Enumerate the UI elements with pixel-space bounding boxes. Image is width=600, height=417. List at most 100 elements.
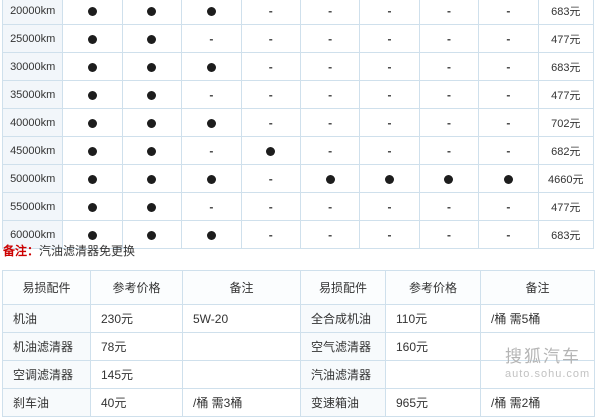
part-name-cell: 汽油滤清器 — [300, 360, 386, 389]
service-dot-icon — [147, 174, 157, 184]
parts-table: 易损配件 参考价格 备注 易损配件 参考价格 备注 机油 230元 5W-20 全合成… — [2, 270, 595, 417]
service-dot-icon — [266, 146, 276, 156]
service-cell — [418, 164, 480, 193]
service-cell: - — [359, 192, 420, 221]
header-remark: 备注 — [480, 270, 595, 305]
schedule-row: 30000km - - - - -683元 — [1, 52, 595, 81]
part-price-cell: 160元 — [385, 332, 481, 361]
part-remark-cell — [182, 332, 301, 361]
service-cell: - — [299, 136, 361, 165]
schedule-row: 40000km - - - - -702元 — [1, 108, 595, 137]
service-cell — [359, 164, 420, 193]
service-dot-icon — [88, 146, 98, 156]
service-cell — [62, 52, 123, 81]
service-cell: - — [418, 192, 480, 221]
price-cell: 682元 — [537, 136, 595, 165]
mileage-cell: 25000km — [1, 24, 64, 53]
part-remark-cell: /桶 需2桶 — [480, 388, 595, 417]
service-cell: - — [299, 108, 361, 137]
service-cell — [240, 136, 301, 165]
service-dot-icon — [88, 90, 98, 100]
service-cell — [181, 108, 242, 137]
service-dot-icon — [147, 146, 157, 156]
service-cell: - — [240, 192, 301, 221]
header-part-name: 易损配件 — [300, 270, 386, 305]
service-cell — [121, 0, 183, 25]
service-cell: - — [418, 220, 480, 249]
service-cell — [62, 80, 123, 109]
maintenance-schedule-table: 20000km - - - - -683元 25000km - - - - - -477元 30000km… — [1, 0, 595, 249]
service-cell: - — [418, 52, 480, 81]
service-cell — [121, 80, 183, 109]
service-cell — [121, 136, 183, 165]
service-cell — [121, 24, 183, 53]
service-cell: - — [299, 192, 361, 221]
service-cell — [121, 192, 183, 221]
service-cell: - — [240, 108, 301, 137]
mileage-cell: 45000km — [1, 136, 64, 165]
service-cell: - — [478, 108, 539, 137]
service-cell: - — [478, 80, 539, 109]
service-cell: - — [299, 52, 361, 81]
service-cell: - — [478, 220, 539, 249]
service-dot-icon — [206, 62, 216, 72]
part-name-cell: 刹车油 — [2, 388, 91, 417]
service-cell — [62, 164, 123, 193]
service-cell: - — [240, 220, 301, 249]
parts-row: 机油滤清器 78元 空气滤清器 160元 — [2, 332, 595, 361]
service-cell: - — [181, 136, 242, 165]
service-cell: - — [240, 80, 301, 109]
service-dot-icon — [88, 34, 98, 44]
service-dot-icon — [88, 118, 98, 128]
part-remark-cell — [182, 360, 301, 389]
parts-price-table: 易损配件 参考价格 备注 易损配件 参考价格 备注 机油 230元 5W-20 全合成… — [2, 270, 595, 417]
service-cell: - — [240, 0, 301, 25]
mileage-cell: 40000km — [1, 108, 64, 137]
service-dot-icon — [444, 174, 454, 184]
service-cell: - — [299, 220, 361, 249]
service-dot-icon — [385, 174, 395, 184]
part-name-cell: 全合成机油 — [300, 304, 386, 333]
part-name-cell: 空调滤清器 — [2, 360, 91, 389]
header-reference-price: 参考价格 — [90, 270, 183, 305]
part-price-cell: 230元 — [90, 304, 183, 333]
mileage-cell: 55000km — [1, 192, 64, 221]
service-dot-icon — [147, 90, 157, 100]
service-dot-icon — [206, 6, 216, 16]
service-cell: - — [478, 52, 539, 81]
note-label: 备注： — [3, 244, 40, 258]
service-cell — [62, 108, 123, 137]
service-cell — [478, 164, 539, 193]
service-dot-icon — [503, 174, 513, 184]
service-cell: - — [240, 164, 301, 193]
service-cell: - — [240, 52, 301, 81]
service-cell — [181, 164, 242, 193]
price-cell: 683元 — [537, 220, 595, 249]
mileage-cell: 50000km — [1, 164, 64, 193]
schedule-row: 25000km - - - - - -477元 — [1, 24, 595, 53]
service-dot-icon — [325, 174, 335, 184]
part-name-cell: 机油滤清器 — [2, 332, 91, 361]
price-cell: 477元 — [537, 192, 595, 221]
service-cell — [62, 220, 123, 249]
service-cell: - — [478, 136, 539, 165]
service-cell: - — [359, 136, 420, 165]
price-cell: 702元 — [537, 108, 595, 137]
service-cell: - — [181, 80, 242, 109]
service-cell: - — [359, 0, 420, 25]
part-price-cell: 78元 — [90, 332, 183, 361]
mileage-cell: 60000km — [1, 220, 64, 249]
service-cell: - — [359, 80, 420, 109]
part-name-cell: 机油 — [2, 304, 91, 333]
part-remark-cell — [480, 360, 595, 389]
part-remark-cell: /桶 需3桶 — [182, 388, 301, 417]
service-cell — [181, 0, 242, 25]
note-line: 备注：汽油滤清器免更换 — [3, 242, 135, 259]
service-dot-icon — [147, 118, 157, 128]
schedule-row: 20000km - - - - -683元 — [1, 0, 595, 25]
service-cell: - — [299, 24, 361, 53]
mileage-cell: 30000km — [1, 52, 64, 81]
part-price-cell: 40元 — [90, 388, 183, 417]
price-cell: 683元 — [537, 0, 595, 25]
price-cell: 477元 — [537, 80, 595, 109]
